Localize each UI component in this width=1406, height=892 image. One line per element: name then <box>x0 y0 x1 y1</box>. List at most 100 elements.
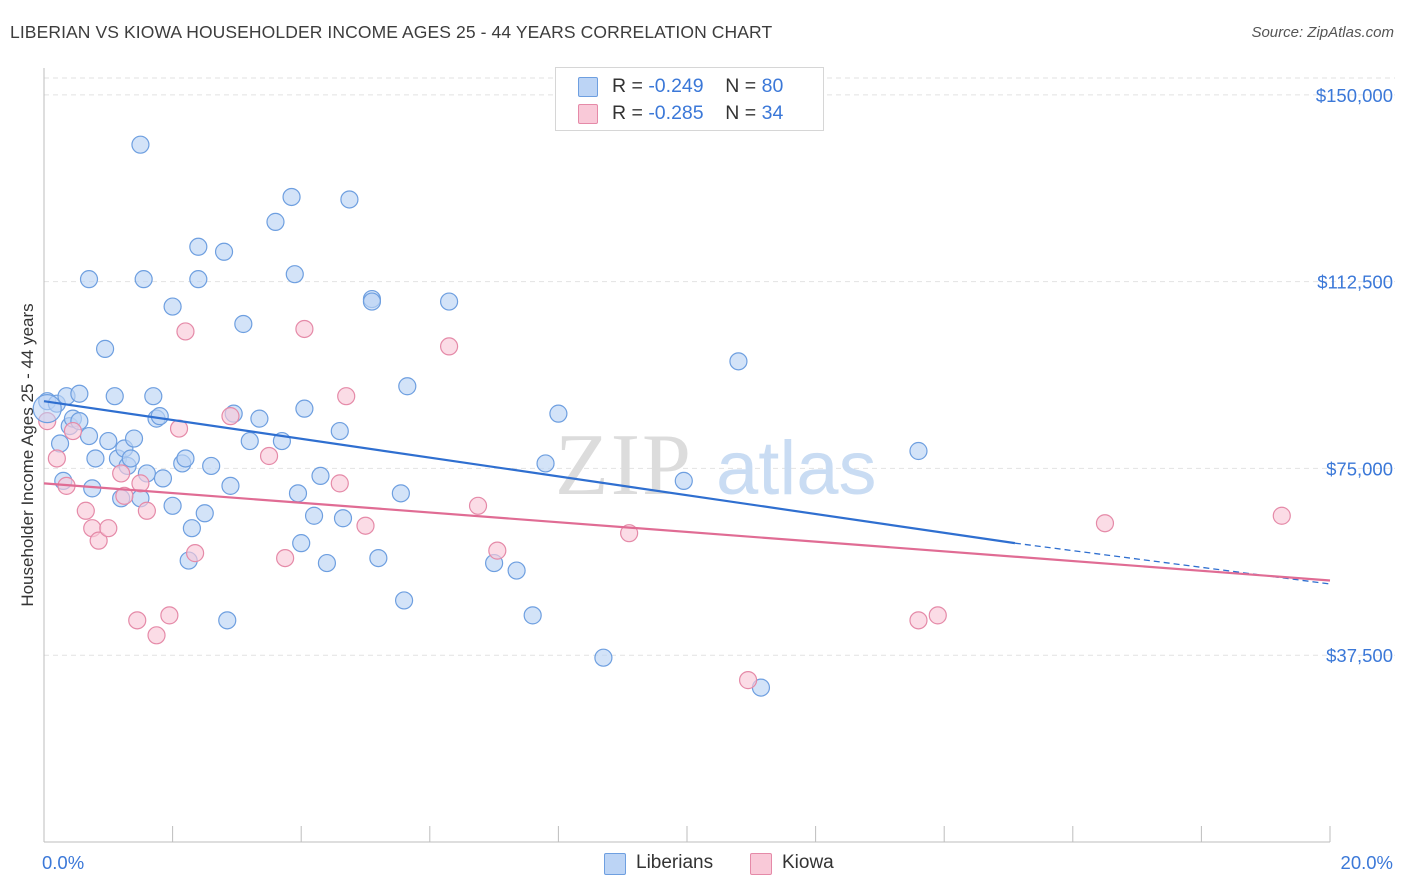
kiowa-swatch <box>578 104 598 124</box>
liberians-point <box>144 387 163 406</box>
liberians-point <box>362 292 382 311</box>
liberians-point <box>674 471 693 490</box>
grid-layer <box>44 77 1395 656</box>
kiowa-point <box>295 319 314 339</box>
watermark: ZIP atlas <box>555 417 877 514</box>
liberians-trend-line <box>43 400 1016 545</box>
liberians-point <box>234 314 253 334</box>
y-tick-label: $150,000 <box>1316 85 1393 106</box>
labels-layer: $37,500 $75,000 $112,500 $150,000 0.0% 20.0% <box>42 85 1393 873</box>
liberians-point <box>182 519 201 538</box>
liberians-point <box>507 561 526 580</box>
liberians-point <box>391 484 410 503</box>
liberians-r-value: -0.249 <box>648 75 704 97</box>
kiowa-point <box>488 541 507 560</box>
liberians-point <box>124 429 144 448</box>
liberians-point <box>163 496 182 515</box>
watermark-atlas: atlas <box>716 426 877 511</box>
liberians-point <box>176 449 195 468</box>
liberians-point <box>250 409 269 428</box>
liberians-n-value: 80 <box>761 75 784 97</box>
x-tick-label: 0.0% <box>42 852 84 873</box>
bottom-kiowa-label: Kiowa <box>782 852 834 873</box>
liberians-point <box>134 270 153 289</box>
liberians-point <box>195 504 214 523</box>
axes-layer <box>43 68 1331 843</box>
bottom-liberians-swatch <box>604 853 626 875</box>
liberians-r-label: R = <box>612 75 643 97</box>
liberians-point <box>304 506 324 525</box>
kiowa-point <box>221 407 240 426</box>
kiowa-n-value: 34 <box>761 102 784 124</box>
kiowa-point <box>439 337 459 356</box>
liberians-point <box>295 399 314 418</box>
kiowa-point <box>128 611 147 630</box>
liberians-point <box>99 431 118 451</box>
liberians-point <box>189 270 208 289</box>
liberians-point <box>523 606 542 625</box>
liberians-point <box>317 553 337 573</box>
liberians-point <box>594 648 613 667</box>
kiowa-point <box>356 516 375 535</box>
liberians-point <box>189 237 208 256</box>
y-axis-label: Householder Income Ages 25 - 44 years <box>18 303 37 607</box>
liberians-point <box>79 426 99 446</box>
liberians-point <box>214 242 234 261</box>
y-tick-label: $112,500 <box>1317 272 1393 293</box>
kiowa-n-label: N = <box>725 102 757 124</box>
liberians-point <box>292 534 311 553</box>
liberians-point <box>333 509 353 528</box>
kiowa-point <box>330 474 349 493</box>
watermark-zip: ZIP <box>555 417 693 514</box>
kiowa-point <box>89 531 108 550</box>
kiowa-point <box>137 501 156 520</box>
liberians-swatch <box>578 77 598 97</box>
kiowa-r-label: R = <box>612 102 643 124</box>
liberians-point <box>95 339 115 358</box>
liberians-point <box>86 449 105 468</box>
liberians-point <box>153 469 173 488</box>
kiowa-point <box>928 606 947 625</box>
y-tick-label: $75,000 <box>1326 458 1393 479</box>
liberians-point <box>536 454 555 473</box>
kiowa-point <box>468 496 488 515</box>
liberians-point <box>79 270 99 289</box>
liberians-point <box>340 190 359 209</box>
kiowa-point <box>76 501 95 520</box>
liberians-point <box>549 404 568 423</box>
liberians-point <box>369 548 388 568</box>
liberians-n-label: N = <box>725 75 757 97</box>
liberians-point <box>105 387 124 406</box>
correlation-legend: R = -0.249 N = 80 R = -0.285 N = 34 <box>555 67 824 131</box>
kiowa-r-value: -0.285 <box>648 102 704 124</box>
liberians-point <box>398 377 417 396</box>
kiowa-point <box>259 446 279 466</box>
kiowa-point <box>1272 506 1291 525</box>
bottom-kiowa-swatch <box>750 853 772 875</box>
kiowa-point <box>160 606 179 625</box>
liberians-point <box>70 384 89 403</box>
kiowa-point <box>115 486 134 505</box>
liberians-point <box>240 431 259 451</box>
liberians-point <box>163 297 182 316</box>
liberians-point <box>729 352 748 371</box>
liberians-point <box>285 265 304 284</box>
liberians-point <box>266 212 285 231</box>
kiowa-point <box>112 464 131 483</box>
liberians-point <box>439 292 459 311</box>
liberians-point <box>218 611 237 630</box>
points-layer <box>32 135 1291 697</box>
kiowa-point <box>337 387 356 406</box>
liberians-point <box>282 187 301 207</box>
chart-source: Source: ZipAtlas.com <box>1251 24 1394 41</box>
chart-title: LIBERIAN VS KIOWA HOUSEHOLDER INCOME AGE… <box>10 22 773 42</box>
y-tick-label: $37,500 <box>1326 645 1393 666</box>
x-tick-label: 20.0% <box>1341 852 1393 873</box>
kiowa-point <box>63 421 83 441</box>
kiowa-point <box>99 519 118 538</box>
liberians-point <box>221 476 240 495</box>
liberians-point <box>288 484 308 503</box>
liberians-point <box>394 591 414 610</box>
liberians-point <box>202 456 221 476</box>
